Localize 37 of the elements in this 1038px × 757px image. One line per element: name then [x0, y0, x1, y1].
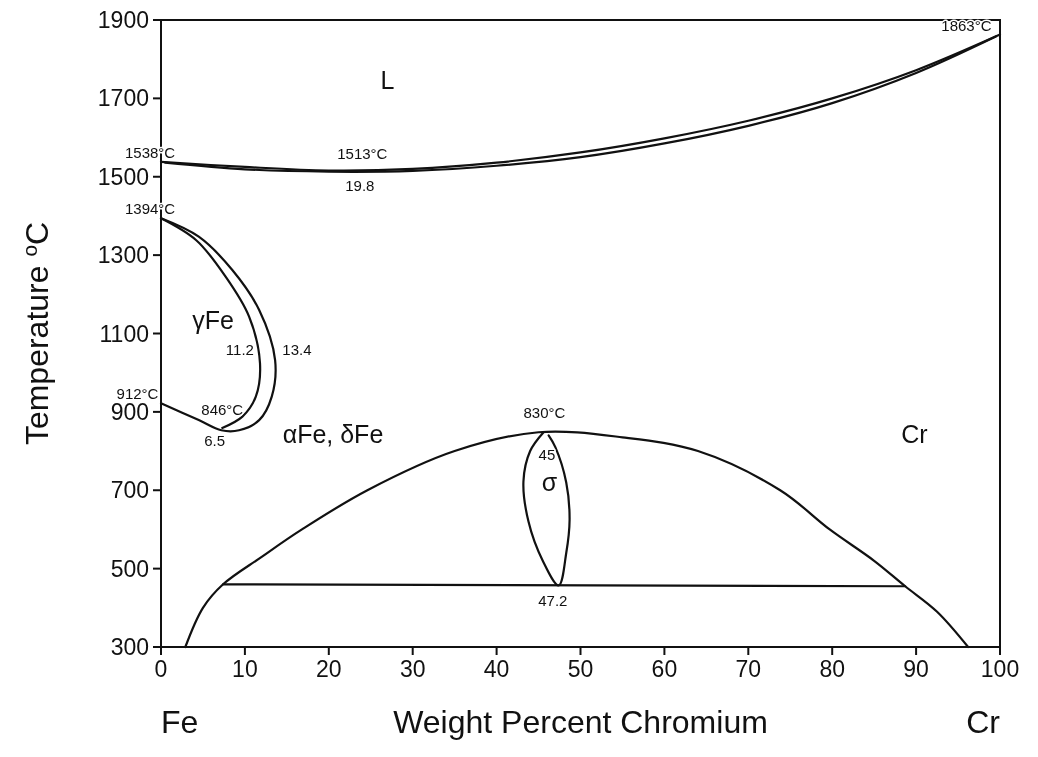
annotation: 47.2 — [538, 592, 568, 610]
annotation: αFe, δFe — [282, 419, 384, 448]
x-tick-label: 0 — [154, 656, 168, 682]
x-tick-label: 40 — [483, 656, 510, 682]
x-tick-label: 10 — [232, 656, 258, 682]
x-tick-label: 60 — [651, 656, 678, 682]
y-tick-label: 500 — [110, 555, 149, 582]
x-tick-label: 20 — [316, 656, 342, 682]
text: Fe — [161, 704, 199, 740]
y-tick-label: 1700 — [97, 85, 149, 112]
annotation: 13.4 — [282, 341, 312, 359]
x-tick-label: 70 — [735, 656, 762, 682]
annotation: σ — [541, 467, 558, 496]
annotation: L — [380, 66, 395, 95]
annotation: 11.2 — [225, 341, 254, 359]
annotation: 6.5 — [204, 432, 226, 450]
annotation: 19.8 — [345, 176, 375, 194]
text: Cr — [966, 704, 1001, 740]
y-tick-label: 1300 — [97, 242, 149, 269]
x-tick-label: 30 — [399, 656, 426, 682]
annotation: 1513°C — [337, 145, 388, 163]
x-tick-label: 90 — [903, 656, 929, 682]
annotation: Cr — [901, 419, 928, 448]
annotation: 45 — [538, 446, 556, 464]
annotation: γFe — [192, 305, 234, 334]
x-tick-label: 80 — [819, 656, 845, 682]
y-tick-label: 1900 — [97, 7, 149, 34]
x-axis-title: Weight Percent Chromium — [393, 704, 768, 740]
annotation: 846°C — [201, 401, 244, 419]
x-tick-label: 50 — [567, 656, 594, 682]
y-tick-label: 1100 — [99, 320, 149, 347]
y-tick-label: 300 — [110, 634, 149, 661]
annotation: 1863°C — [941, 17, 992, 35]
annotation: 830°C — [523, 404, 566, 422]
y-tick-label: 1500 — [97, 163, 149, 190]
y-tick-label: 700 — [110, 477, 149, 504]
x-tick-label: 100 — [980, 656, 1020, 682]
